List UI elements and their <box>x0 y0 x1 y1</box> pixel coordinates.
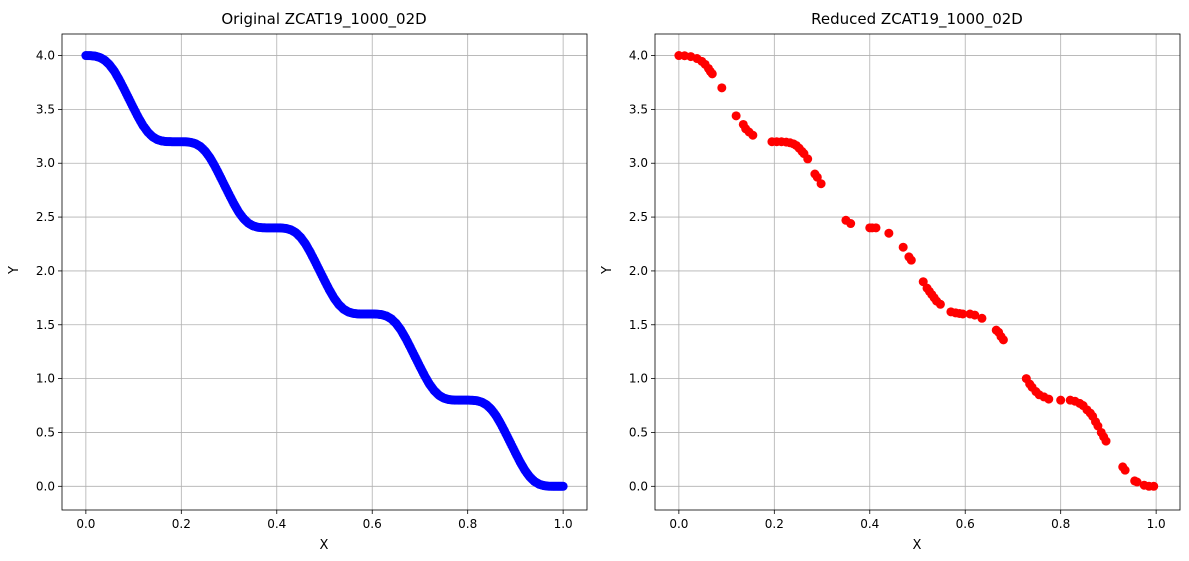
x-tick-label: 0.6 <box>956 517 975 531</box>
data-point <box>898 242 908 252</box>
original-scatter-panel: Original ZCAT19_1000_02D X Y 0.0 0.2 0.4 0.… <box>7 10 588 553</box>
data-point <box>803 154 813 164</box>
plot-frame <box>654 33 1181 511</box>
x-tick-label: 0.8 <box>458 517 477 531</box>
y-tick-label: 2.0 <box>36 264 55 278</box>
y-axis-label: Y <box>7 266 22 275</box>
y-tick-label: 2.5 <box>629 210 648 224</box>
y-tick-label: 2.0 <box>629 264 648 278</box>
y-tick-label: 1.0 <box>36 372 55 386</box>
y-tick-label: 2.5 <box>36 210 55 224</box>
x-tick-label: 0.6 <box>363 517 382 531</box>
axis-ticks: 0.0 0.2 0.4 0.6 0.8 1.0 0.0 0.5 1.0 1.5 2.0 2.5 3.0 3… <box>36 49 573 531</box>
y-tick-label: 0.5 <box>36 425 55 439</box>
data-point <box>1120 465 1130 475</box>
x-tick-label: 0.4 <box>267 517 286 531</box>
data-point <box>1149 481 1159 491</box>
y-tick-label: 0.0 <box>629 479 648 493</box>
y-tick-label: 4.0 <box>629 49 648 63</box>
chart-title: Reduced ZCAT19_1000_02D <box>811 10 1023 29</box>
axis-ticks: 0.0 0.2 0.4 0.6 0.8 1.0 0.0 0.5 1.0 1.5 2.0 2.5 3.0 3… <box>629 49 1166 531</box>
data-point <box>748 130 758 140</box>
reduced-scatter-panel: Reduced ZCAT19_1000_02D X Y 0.0 0.2 0.4 0.6… <box>600 10 1181 553</box>
x-tick-label: 0.0 <box>76 517 95 531</box>
x-tick-label: 0.4 <box>860 517 879 531</box>
y-tick-label: 4.0 <box>36 49 55 63</box>
y-tick-label: 3.0 <box>629 156 648 170</box>
y-tick-label: 3.5 <box>36 102 55 116</box>
x-axis-label: X <box>320 538 329 553</box>
data-point <box>935 299 945 309</box>
data-point <box>871 223 881 233</box>
x-tick-label: 1.0 <box>554 517 573 531</box>
data-point <box>977 313 987 323</box>
data-point <box>958 309 968 319</box>
x-tick-label: 1.0 <box>1147 517 1166 531</box>
data-point <box>717 83 727 93</box>
data-point <box>557 481 567 491</box>
plot-frame <box>61 33 588 511</box>
y-tick-label: 1.5 <box>629 318 648 332</box>
data-point <box>906 255 916 265</box>
x-axis-label: X <box>913 538 922 553</box>
y-axis-label: Y <box>600 266 615 275</box>
grid-lines <box>655 34 1180 510</box>
data-point <box>707 69 717 79</box>
y-tick-label: 1.0 <box>629 372 648 386</box>
x-tick-label: 0.0 <box>669 517 688 531</box>
y-tick-label: 0.5 <box>629 425 648 439</box>
data-point <box>1132 477 1142 487</box>
x-tick-label: 0.2 <box>765 517 784 531</box>
data-point <box>731 111 741 121</box>
y-tick-label: 1.5 <box>36 318 55 332</box>
data-point <box>970 310 980 320</box>
data-point <box>816 179 826 189</box>
data-point <box>1044 394 1054 404</box>
data-point <box>1101 436 1111 446</box>
x-tick-label: 0.2 <box>172 517 191 531</box>
y-tick-label: 3.5 <box>629 102 648 116</box>
data-points <box>81 51 568 491</box>
chart-title: Original ZCAT19_1000_02D <box>221 10 426 29</box>
y-tick-label: 0.0 <box>36 479 55 493</box>
y-tick-label: 3.0 <box>36 156 55 170</box>
data-point <box>998 335 1008 345</box>
data-points <box>674 51 1159 491</box>
data-point <box>846 219 856 229</box>
data-point <box>1056 395 1066 405</box>
x-tick-label: 0.8 <box>1051 517 1070 531</box>
data-point <box>884 228 894 238</box>
